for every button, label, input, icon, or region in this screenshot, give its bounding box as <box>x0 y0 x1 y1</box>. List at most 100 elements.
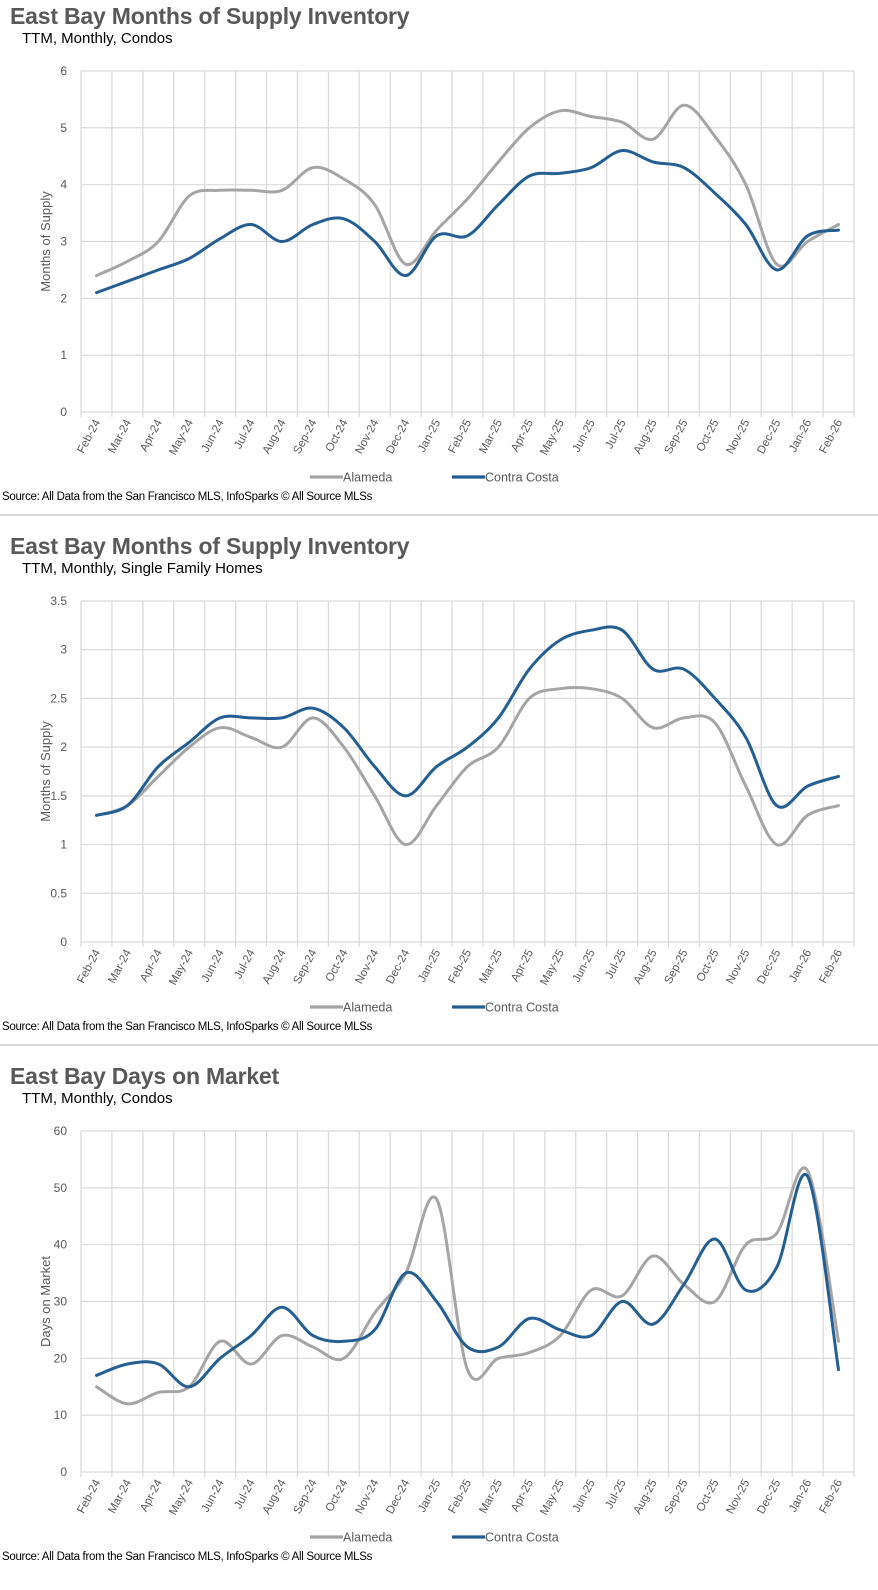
y-tick-label: 3 <box>60 643 67 657</box>
x-tick-label: Mar-24 <box>106 947 134 985</box>
x-tick-label: Sep-25 <box>663 948 691 986</box>
chart-title: East Bay Days on Market <box>10 1063 279 1089</box>
y-tick-label: 20 <box>54 1351 68 1365</box>
x-tick-label: May-24 <box>167 417 196 457</box>
x-tick-label: Sep-24 <box>292 417 320 456</box>
y-tick-label: 6 <box>60 64 67 78</box>
x-tick-label: Mar-24 <box>106 417 134 455</box>
series-line-contra-costa <box>95 625 840 817</box>
x-tick-label: Mar-25 <box>477 418 505 456</box>
legend-label-alameda: Alameda <box>343 471 392 485</box>
legend-label-contra-costa: Contra Costa <box>485 471 559 485</box>
series-line-alameda <box>95 1166 840 1406</box>
y-tick-label: 1 <box>60 348 67 362</box>
x-tick-label: Sep-25 <box>663 418 691 456</box>
x-tick-label: Sep-24 <box>292 947 320 986</box>
x-tick-label: May-24 <box>167 1477 196 1517</box>
x-tick-label: Aug-25 <box>632 948 660 986</box>
source-note: Source: All Data from the San Francisco … <box>2 1021 373 1033</box>
x-tick-label: Feb-26 <box>817 948 845 986</box>
x-tick-label: Feb-24 <box>75 417 103 455</box>
x-tick-label: Mar-25 <box>477 948 505 986</box>
panel-divider <box>0 514 878 516</box>
x-tick-label: Nov-25 <box>724 948 752 986</box>
y-tick-label: 1.5 <box>50 789 67 803</box>
legend-label-contra-costa: Contra Costa <box>485 1001 559 1015</box>
x-tick-label: Feb-25 <box>446 418 474 456</box>
legend-label-contra-costa: Contra Costa <box>485 1531 559 1545</box>
chart-title: East Bay Months of Supply Inventory <box>10 533 410 559</box>
x-tick-label: Feb-24 <box>75 1477 103 1515</box>
x-tick-label: May-25 <box>538 1478 567 1518</box>
x-tick-label: Jan-26 <box>787 418 814 455</box>
x-tick-label: Jan-26 <box>787 948 814 985</box>
x-tick-label: Aug-24 <box>261 947 289 986</box>
y-tick-label: 40 <box>54 1238 68 1252</box>
x-tick-label: Jan-25 <box>416 1478 443 1515</box>
series-line-contra-costa <box>95 1172 840 1389</box>
x-tick-label: Nov-24 <box>353 1477 381 1516</box>
x-tick-label: Nov-25 <box>724 418 752 456</box>
x-tick-label: Dec-24 <box>384 1477 412 1516</box>
x-tick-label: Oct-25 <box>695 948 722 984</box>
chart-panel-condos-supply: East Bay Months of Supply Inventory TTM,… <box>0 0 878 530</box>
chart-panel-sfh-supply: East Bay Months of Supply Inventory TTM,… <box>0 530 878 1060</box>
chart-subtitle: TTM, Monthly, Condos <box>22 1090 173 1107</box>
x-tick-label: Nov-24 <box>353 417 381 456</box>
y-tick-label: 60 <box>54 1124 68 1138</box>
x-tick-label: Aug-25 <box>632 1478 660 1516</box>
x-tick-label: Nov-24 <box>353 947 381 986</box>
x-tick-label: Oct-24 <box>324 417 351 454</box>
x-tick-label: Apr-24 <box>138 947 165 984</box>
series-line-alameda <box>95 103 840 278</box>
y-axis-title: Months of Supply <box>38 721 53 822</box>
y-tick-label: 3 <box>60 235 67 249</box>
x-tick-label: Jun-25 <box>571 418 598 455</box>
x-tick-label: Feb-26 <box>817 1478 845 1516</box>
x-tick-label: Jul-24 <box>232 417 258 451</box>
y-tick-label: 30 <box>54 1295 68 1309</box>
x-tick-label: Jul-24 <box>232 1477 258 1511</box>
x-tick-label: Apr-24 <box>138 417 165 454</box>
source-note: Source: All Data from the San Francisco … <box>2 1551 373 1563</box>
gridlines <box>80 70 855 417</box>
x-tick-label: Mar-25 <box>477 1478 505 1516</box>
x-tick-label: Jan-25 <box>416 948 443 985</box>
y-tick-label: 0 <box>60 1465 67 1479</box>
x-tick-label: May-25 <box>538 418 567 458</box>
x-tick-label: Jul-25 <box>603 418 628 451</box>
y-axis-title: Days on Market <box>38 1256 53 1347</box>
y-tick-label: 0 <box>60 405 67 419</box>
x-tick-label: May-24 <box>167 947 196 987</box>
x-tick-label: Aug-24 <box>261 1477 289 1516</box>
x-tick-label: Dec-25 <box>755 1478 783 1516</box>
x-tick-label: Jun-24 <box>200 417 227 454</box>
legend-label-alameda: Alameda <box>343 1001 392 1015</box>
x-tick-label: Dec-25 <box>755 948 783 986</box>
x-tick-label: Dec-25 <box>755 418 783 456</box>
x-tick-label: Feb-24 <box>75 947 103 985</box>
x-tick-label: Sep-25 <box>663 1478 691 1516</box>
source-note: Source: All Data from the San Francisco … <box>2 491 373 503</box>
x-tick-label: Jul-25 <box>603 948 628 981</box>
legend-label-alameda: Alameda <box>343 1531 392 1545</box>
y-axis-title: Months of Supply <box>38 191 53 292</box>
x-tick-label: Jun-25 <box>571 948 598 985</box>
x-tick-label: Apr-25 <box>509 1478 536 1514</box>
x-tick-label: May-25 <box>538 948 567 988</box>
x-tick-label: Feb-26 <box>817 418 845 456</box>
chart-subtitle: TTM, Monthly, Condos <box>22 30 173 47</box>
y-tick-label: 3.5 <box>50 594 67 608</box>
x-tick-label: Dec-24 <box>384 947 412 986</box>
x-tick-label: Mar-24 <box>106 1477 134 1515</box>
series-line-alameda <box>95 686 840 847</box>
x-tick-label: Nov-25 <box>724 1478 752 1516</box>
x-tick-label: Feb-25 <box>446 948 474 986</box>
x-tick-label: Jul-24 <box>232 947 258 981</box>
x-tick-label: Apr-25 <box>509 418 536 454</box>
y-tick-label: 2 <box>60 291 67 305</box>
chart-subtitle: TTM, Monthly, Single Family Homes <box>22 560 263 577</box>
